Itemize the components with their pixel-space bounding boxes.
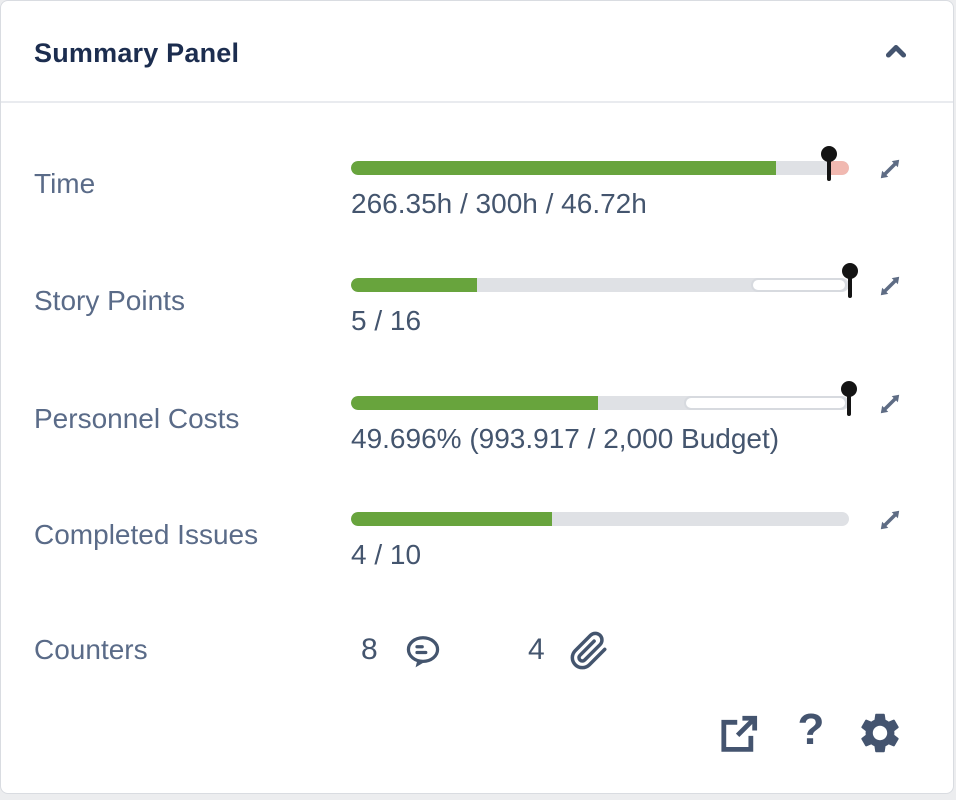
progress-fill bbox=[351, 161, 776, 175]
personnel-costs-progress-gauge bbox=[351, 380, 857, 420]
progress-fill bbox=[351, 278, 477, 292]
row-label-counters: Counters bbox=[34, 634, 148, 665]
panel-header: Summary Panel bbox=[1, 1, 953, 103]
open-in-new-button[interactable] bbox=[715, 711, 761, 757]
progress-track bbox=[351, 278, 849, 292]
attachment-count: 4 bbox=[528, 633, 545, 666]
expand-diagonal-icon bbox=[874, 276, 906, 305]
pin-head bbox=[841, 381, 857, 397]
expand-personnel-costs-button[interactable] bbox=[874, 388, 906, 420]
gear-icon bbox=[856, 713, 904, 760]
pin-stem bbox=[848, 275, 852, 298]
target-pin-marker bbox=[842, 263, 858, 299]
help-button[interactable]: ? bbox=[794, 704, 828, 756]
personnel-costs-value: 49.696% (993.917 / 2,000 Budget) bbox=[351, 423, 780, 454]
settings-button[interactable] bbox=[856, 709, 904, 757]
target-pin-marker bbox=[841, 381, 857, 417]
pin-head bbox=[821, 146, 837, 162]
row-label-time: Time bbox=[34, 168, 96, 199]
expand-diagonal-icon bbox=[874, 510, 906, 539]
progress-fill bbox=[351, 512, 552, 526]
target-pin-marker bbox=[821, 146, 837, 182]
panel-title: Summary Panel bbox=[34, 38, 240, 68]
row-label-completed-issues: Completed Issues bbox=[34, 519, 259, 550]
time-value: 266.35h / 300h / 46.72h bbox=[351, 188, 647, 219]
story-points-progress-gauge bbox=[351, 262, 858, 302]
completed-issues-progress-gauge bbox=[351, 496, 849, 536]
progress-fill bbox=[351, 396, 598, 410]
chevron-up-icon bbox=[882, 45, 910, 66]
progress-track bbox=[351, 396, 849, 410]
collapse-button[interactable] bbox=[881, 39, 911, 65]
progress-remaining-segment bbox=[684, 396, 847, 410]
row-label-personnel-costs: Personnel Costs bbox=[34, 403, 240, 434]
expand-completed-issues-button[interactable] bbox=[874, 504, 906, 536]
progress-overflow bbox=[831, 161, 849, 175]
progress-remaining-segment bbox=[751, 278, 847, 292]
expand-story-points-button[interactable] bbox=[874, 270, 906, 302]
expand-diagonal-icon bbox=[874, 159, 906, 188]
story-points-value: 5 / 16 bbox=[351, 305, 422, 336]
completed-issues-value: 4 / 10 bbox=[351, 539, 422, 570]
time-progress-gauge bbox=[351, 145, 849, 185]
progress-track bbox=[351, 161, 849, 175]
pin-head bbox=[842, 263, 858, 279]
comment-icon bbox=[403, 634, 443, 673]
attachment-icon bbox=[569, 631, 609, 676]
expand-time-button[interactable] bbox=[874, 153, 906, 185]
expand-diagonal-icon bbox=[874, 394, 906, 423]
external-link-icon bbox=[715, 715, 761, 760]
pin-stem bbox=[827, 158, 831, 181]
comment-count: 8 bbox=[361, 633, 378, 666]
row-label-story-points: Story Points bbox=[34, 285, 185, 316]
pin-stem bbox=[847, 393, 851, 416]
progress-track bbox=[351, 512, 849, 526]
